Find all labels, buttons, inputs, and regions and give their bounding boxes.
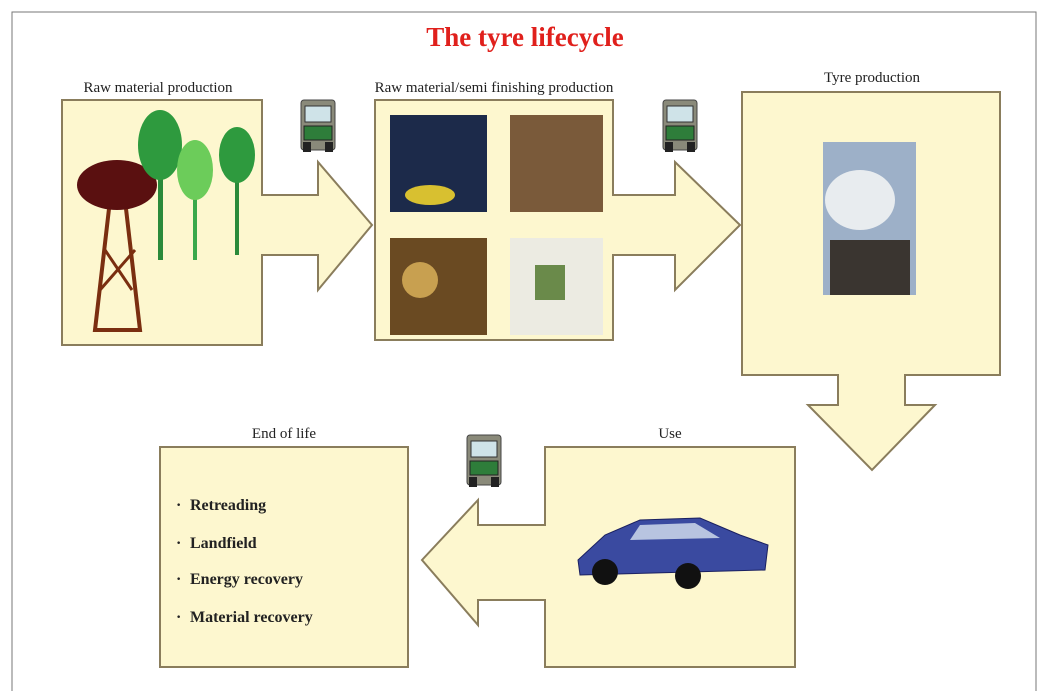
trees-oil-illustration [77,110,255,332]
material-photos [390,115,603,335]
truck [466,434,502,488]
end-of-life-item: Retreading [190,497,266,514]
truck [300,99,336,153]
stage-shape [159,446,409,668]
end-of-life-item: Landfield [190,535,257,552]
stage-label: Use [658,426,682,442]
truck [662,99,698,153]
stage-label: Raw material/semi finishing production [375,80,614,96]
bullet: · [176,571,181,588]
factory-photo [823,142,916,295]
car-illustration [577,517,769,589]
bullet: · [176,535,181,552]
bullet: · [176,609,181,626]
stage-shape [61,99,374,346]
title: The tyre lifecycle [426,22,623,52]
stage-label: Tyre production [824,70,921,86]
bullet: · [176,497,181,514]
frame [11,11,1037,691]
end-of-life-item: Energy recovery [190,571,303,588]
stage-label: Raw material production [83,80,233,96]
stage-label: End of life [252,426,316,442]
end-of-life-item: Material recovery [190,609,313,626]
